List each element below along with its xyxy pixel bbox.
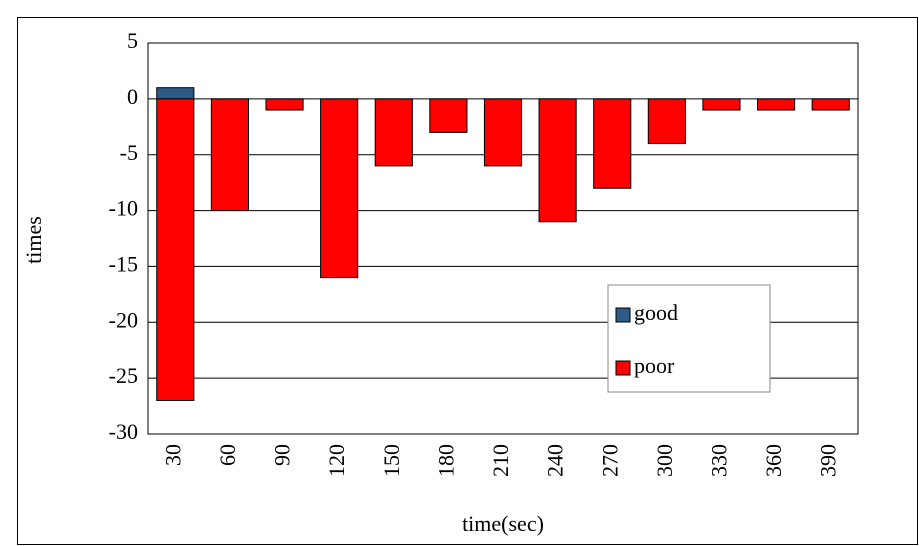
bar xyxy=(429,98,468,133)
x-tick-label: 210 xyxy=(488,444,513,477)
bar xyxy=(210,98,249,212)
x-tick-label: 150 xyxy=(379,444,404,477)
legend-label: poor xyxy=(634,353,675,378)
bar xyxy=(156,98,195,401)
y-axis-label: times xyxy=(21,216,46,264)
legend-swatch xyxy=(615,307,631,323)
x-tick-label: 180 xyxy=(433,444,458,477)
y-tick-label: 0 xyxy=(127,84,138,109)
y-tick-label: -25 xyxy=(109,363,138,388)
x-tick-label: 90 xyxy=(270,444,295,466)
legend-box xyxy=(607,284,771,393)
x-tick-label: 390 xyxy=(816,444,841,477)
y-tick-label: -30 xyxy=(109,419,138,444)
plot-border xyxy=(147,42,859,435)
x-tick-label: 270 xyxy=(597,444,622,477)
x-tick-label: 120 xyxy=(324,444,349,477)
bar xyxy=(702,98,741,111)
frame xyxy=(17,17,918,545)
bar xyxy=(538,98,577,223)
legend-swatch xyxy=(615,360,631,376)
x-axis-label: time(sec) xyxy=(462,511,544,536)
bar xyxy=(757,98,796,111)
x-tick-label: 240 xyxy=(543,444,568,477)
x-tick-label: 60 xyxy=(215,444,240,466)
x-tick-label: 30 xyxy=(160,444,185,466)
bar xyxy=(483,98,523,167)
x-tick-label: 300 xyxy=(652,444,677,477)
bar xyxy=(647,98,686,145)
y-tick-label: 5 xyxy=(127,28,138,53)
legend-label: good xyxy=(634,300,678,325)
y-tick-label: -15 xyxy=(109,251,138,276)
x-tick-label: 360 xyxy=(761,444,786,477)
bar xyxy=(593,98,632,189)
y-tick-label: -10 xyxy=(109,196,138,221)
bar xyxy=(320,98,359,279)
bar xyxy=(374,98,413,167)
bar xyxy=(156,87,195,100)
bar xyxy=(811,98,850,111)
bar xyxy=(265,98,304,111)
x-tick-label: 330 xyxy=(707,444,732,477)
y-tick-label: -5 xyxy=(120,140,138,165)
y-tick-label: -20 xyxy=(109,307,138,332)
